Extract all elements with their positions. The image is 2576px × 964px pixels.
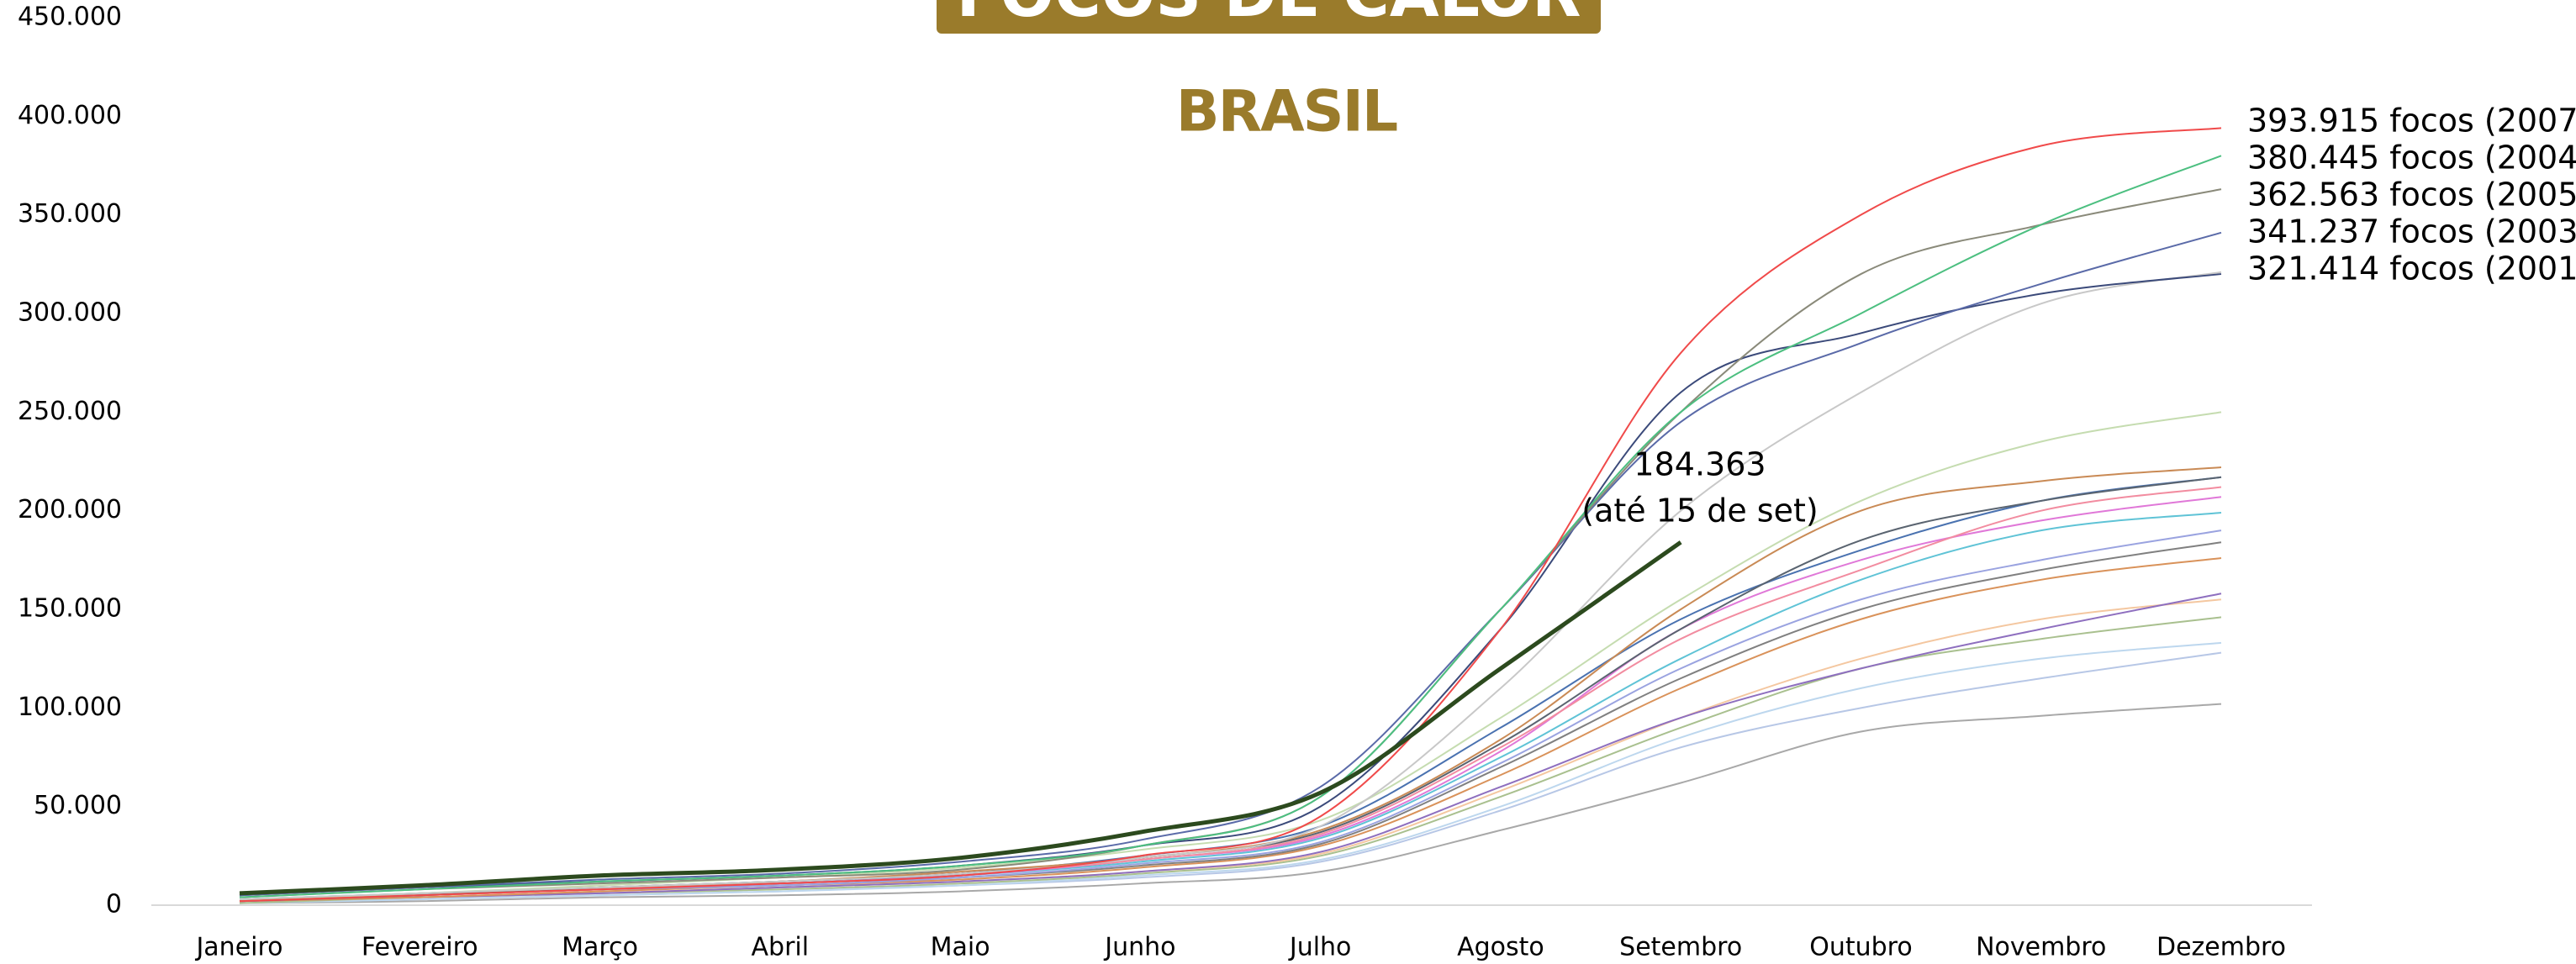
y-tick-label: 150.000 [18,594,122,624]
line [239,231,2222,897]
current-line [239,540,1682,896]
x-tick-label: Julho [1288,933,1352,962]
end-label: 321.414 focos (2001) [2247,250,2576,287]
x-tick-label: Junho [1103,933,1175,962]
x-tick-label: Agosto [1457,933,1544,962]
line [239,486,2222,903]
line [239,127,2222,903]
y-tick-label: 200.000 [18,495,122,524]
end-label: 362.563 focos (2005) [2247,176,2576,213]
chart-title: FOCOS DE CALOR [956,0,1581,31]
y-tick-label: 400.000 [18,101,122,130]
x-tick-label: Dezembro [2156,933,2286,962]
x-tick-label: Novembro [1976,933,2106,962]
line [239,541,2222,903]
end-label: 341.237 focos (2003) [2247,213,2576,250]
line [239,593,2222,903]
line [239,512,2222,903]
line [239,476,2222,903]
title-box [937,0,1601,34]
y-tick-label: 0 [106,890,122,919]
line [239,411,2222,900]
y-tick-label: 100.000 [18,693,122,722]
chart-subtitle: BRASIL [1176,79,1397,145]
line [239,703,2222,904]
x-tick-label: Janeiro [194,933,282,962]
line [239,155,2222,898]
end-label: 380.445 focos (2004) [2247,140,2576,176]
y-tick-label: 300.000 [18,298,122,328]
x-tick-label: Fevereiro [362,933,478,962]
current-label: 184.363 [1634,446,1766,483]
y-tick-label: 350.000 [18,199,122,229]
x-tick-label: Setembro [1619,933,1742,962]
line [239,598,2222,903]
line [239,556,2222,903]
y-tick-label: 250.000 [18,397,122,426]
line [239,641,2222,904]
end-label: 393.915 focos (2007) [2247,103,2576,140]
line [239,273,2222,897]
line [239,271,2222,900]
x-tick-label: Março [562,933,638,962]
y-tick-label: 450.000 [18,3,122,32]
x-tick-label: Maio [931,933,990,962]
y-tick-label: 50.000 [34,791,122,820]
x-tick-label: Outubro [1809,933,1912,962]
current-label: (até 15 de set) [1581,493,1818,529]
x-tick-label: Abril [752,933,810,962]
